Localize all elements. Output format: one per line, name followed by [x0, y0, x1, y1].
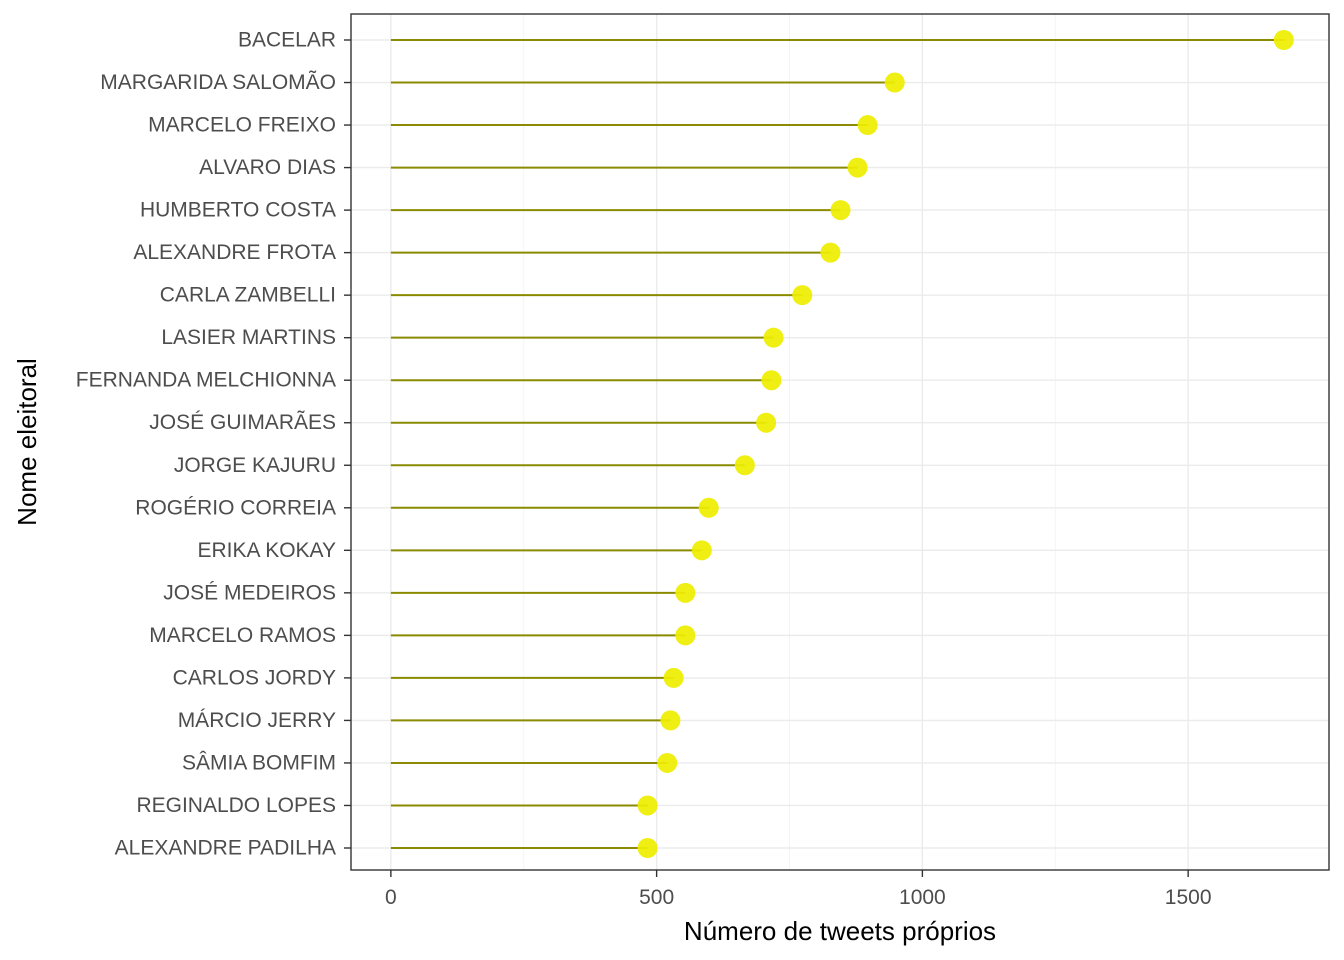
- lollipop-point: [857, 115, 878, 136]
- lollipop-point: [1273, 30, 1294, 50]
- lollipop-point: [657, 752, 678, 773]
- lollipop-point: [820, 242, 841, 263]
- lollipop-segments: [390, 39, 1284, 849]
- y-tick-label: CARLA ZAMBELLI: [160, 284, 336, 307]
- x-axis: 0 500 1000 1500: [385, 870, 1212, 909]
- y-tick-label: REGINALDO LOPES: [136, 794, 336, 817]
- y-tick-label: ALVARO DIAS: [199, 156, 336, 179]
- y-tick-label: CARLOS JORDY: [173, 666, 336, 689]
- y-tick-label: ALEXANDRE PADILHA: [115, 837, 336, 860]
- y-tick-label: FERNANDA MELCHIONNA: [76, 369, 336, 392]
- y-tick-label: MÁRCIO JERRY: [178, 709, 336, 732]
- lollipop-points: [637, 30, 1294, 858]
- x-tick-label: 1500: [1165, 886, 1212, 909]
- lollipop-point: [830, 200, 851, 221]
- lollipop-point: [675, 625, 696, 646]
- y-axis-title: Nome eleitoral: [12, 358, 42, 526]
- lollipop-point: [756, 412, 777, 433]
- y-tick-label: ROGÉRIO CORREIA: [135, 496, 336, 519]
- lollipop-point: [698, 497, 719, 518]
- lollipop-point: [691, 540, 712, 561]
- y-tick-label: SÂMIA BOMFIM: [182, 751, 336, 774]
- y-tick-label: ALEXANDRE FROTA: [133, 241, 336, 264]
- y-tick-label: BACELAR: [238, 29, 336, 52]
- lollipop-point: [763, 327, 784, 348]
- lollipop-point: [663, 667, 684, 688]
- y-axis: BACELAR MARGARIDA SALOMÃO MARCELO FREIXO AL…: [76, 29, 351, 860]
- y-tick-label: HUMBERTO COSTA: [140, 199, 336, 222]
- lollipop-point: [847, 157, 868, 178]
- lollipop-point: [792, 285, 813, 306]
- y-tick-label: LASIER MARTINS: [161, 326, 336, 349]
- lollipop-point: [637, 795, 658, 816]
- lollipop-point: [660, 710, 681, 731]
- lollipop-point: [761, 370, 782, 391]
- y-tick-label: MARGARIDA SALOMÃO: [100, 70, 336, 94]
- y-tick-label: JOSÉ MEDEIROS: [163, 581, 336, 604]
- x-tick-label: 500: [639, 886, 674, 909]
- panel-border: [350, 13, 1330, 871]
- x-tick-label: 1000: [899, 886, 946, 909]
- x-tick-label: 0: [385, 886, 397, 909]
- y-tick-label: MARCELO FREIXO: [148, 114, 336, 137]
- x-axis-title: Número de tweets próprios: [684, 916, 996, 946]
- lollipop-point: [637, 838, 658, 858]
- grid-lines: [351, 14, 1329, 870]
- y-tick-label: ERIKA KOKAY: [198, 539, 337, 562]
- lollipop-point: [734, 455, 755, 476]
- lollipop-point: [884, 72, 905, 93]
- y-tick-label: JORGE KAJURU: [174, 454, 336, 477]
- lollipop-point: [675, 582, 696, 603]
- y-tick-label: MARCELO RAMOS: [149, 624, 336, 647]
- y-tick-label: JOSÉ GUIMARÃES: [149, 410, 336, 434]
